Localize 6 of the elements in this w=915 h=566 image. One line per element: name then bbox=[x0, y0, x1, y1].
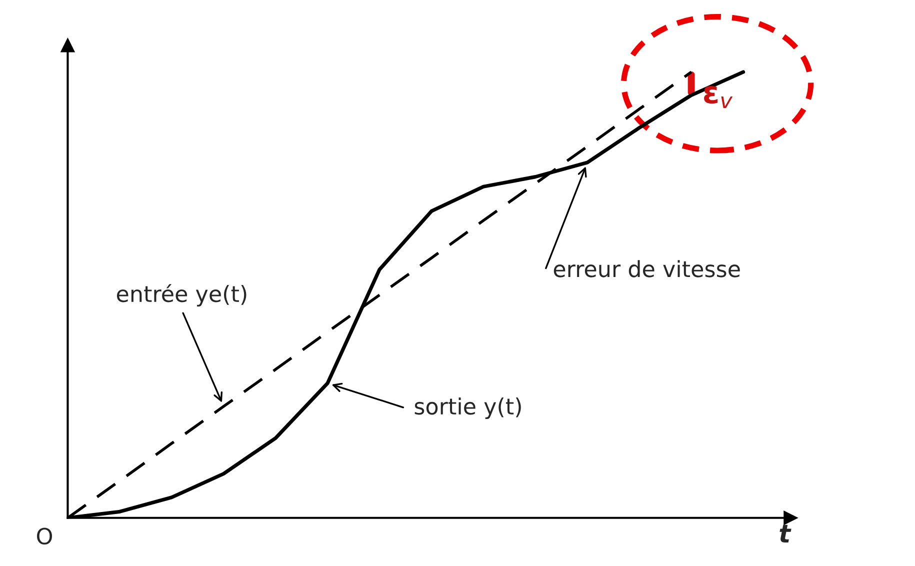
text: O bbox=[37, 528, 52, 545]
annotation: sortie y(t) bbox=[414, 397, 521, 419]
annotation: erreur de vitesse bbox=[554, 260, 740, 278]
x-axis-title: t bbox=[780, 524, 792, 542]
annotation: ε$_{v}$ bbox=[704, 86, 733, 108]
annotation: entrée ye(t) bbox=[116, 284, 246, 307]
